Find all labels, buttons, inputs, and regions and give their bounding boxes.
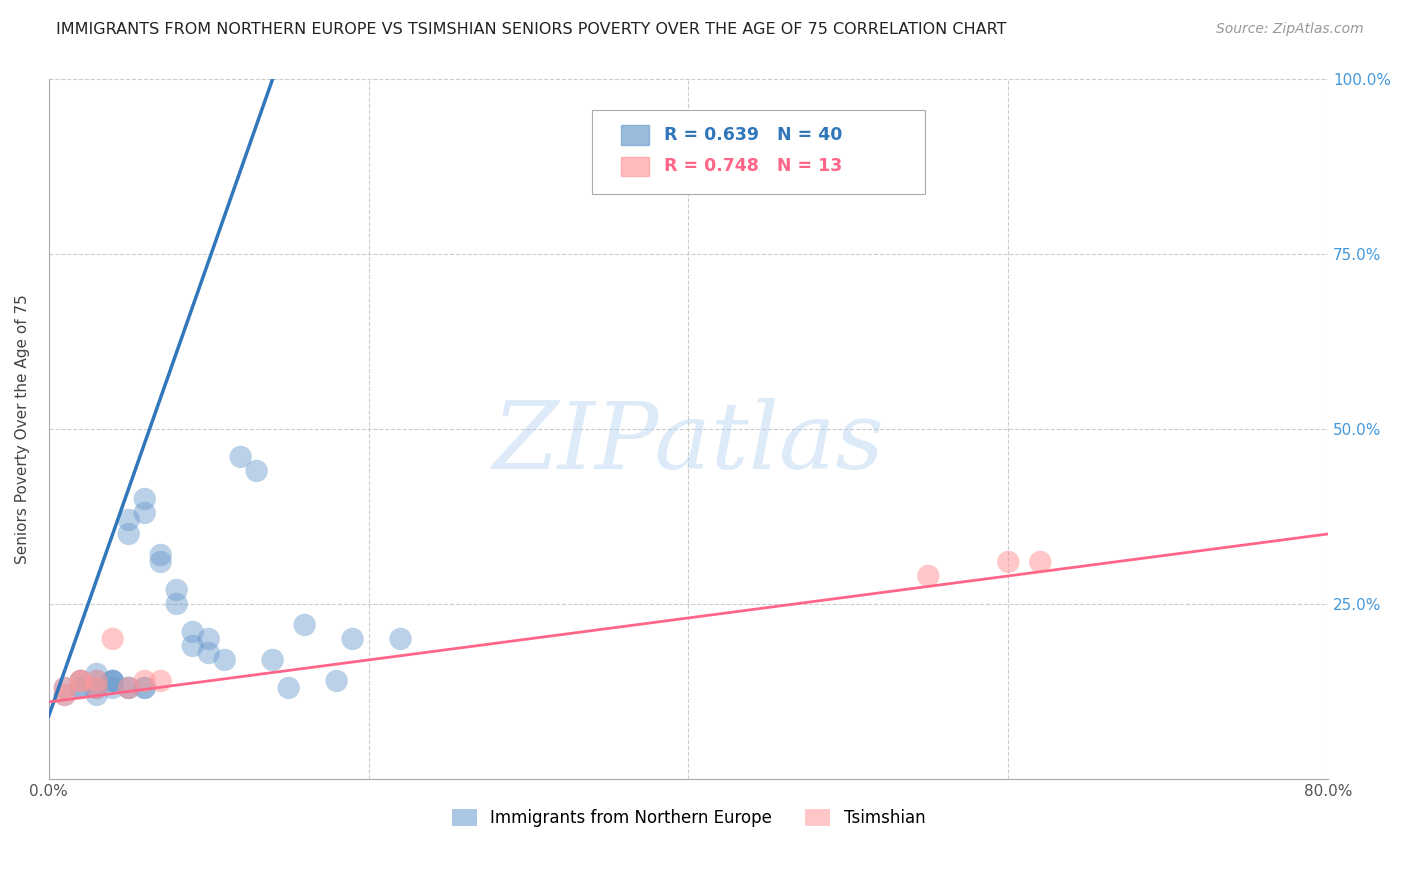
Point <box>294 618 316 632</box>
Point <box>149 555 172 569</box>
Point <box>917 569 939 583</box>
Point <box>69 673 91 688</box>
Text: Source: ZipAtlas.com: Source: ZipAtlas.com <box>1216 22 1364 37</box>
Point <box>246 464 269 478</box>
Point <box>86 673 108 688</box>
Point <box>134 506 156 520</box>
Point <box>118 513 141 527</box>
Point <box>149 673 172 688</box>
Point <box>389 632 412 646</box>
Legend: Immigrants from Northern Europe, Tsimshian: Immigrants from Northern Europe, Tsimshi… <box>446 802 932 834</box>
Point <box>69 681 91 695</box>
Point <box>197 646 219 660</box>
Point <box>86 673 108 688</box>
Point <box>86 681 108 695</box>
Point <box>149 548 172 562</box>
Point <box>325 673 347 688</box>
Point <box>118 681 141 695</box>
Text: ZIPatlas: ZIPatlas <box>492 398 884 488</box>
Point <box>101 673 124 688</box>
Point <box>118 527 141 541</box>
Point <box>101 632 124 646</box>
Point <box>229 450 252 464</box>
Point <box>197 632 219 646</box>
Point <box>134 673 156 688</box>
Point <box>69 673 91 688</box>
Point <box>262 653 284 667</box>
Point <box>101 681 124 695</box>
Text: R = 0.748   N = 13: R = 0.748 N = 13 <box>664 158 842 176</box>
Point <box>134 681 156 695</box>
Point <box>214 653 236 667</box>
Point <box>1029 555 1052 569</box>
Bar <box>620 125 648 145</box>
Text: R = 0.639   N = 40: R = 0.639 N = 40 <box>664 126 842 144</box>
Point <box>53 681 76 695</box>
Point <box>181 624 204 639</box>
Point <box>166 582 188 597</box>
Point <box>53 688 76 702</box>
Point <box>134 491 156 506</box>
Point <box>101 673 124 688</box>
Point <box>118 681 141 695</box>
Point <box>342 632 364 646</box>
Point <box>69 681 91 695</box>
Point <box>86 681 108 695</box>
Point <box>69 673 91 688</box>
Text: IMMIGRANTS FROM NORTHERN EUROPE VS TSIMSHIAN SENIORS POVERTY OVER THE AGE OF 75 : IMMIGRANTS FROM NORTHERN EUROPE VS TSIMS… <box>56 22 1007 37</box>
FancyBboxPatch shape <box>592 111 925 194</box>
Point <box>181 639 204 653</box>
Point <box>101 673 124 688</box>
Point <box>997 555 1019 569</box>
Point <box>277 681 299 695</box>
Point <box>134 681 156 695</box>
Bar <box>620 157 648 177</box>
Point <box>69 673 91 688</box>
Point <box>86 688 108 702</box>
Point <box>166 597 188 611</box>
Point <box>86 667 108 681</box>
Point <box>86 681 108 695</box>
Point <box>53 688 76 702</box>
Point <box>53 681 76 695</box>
Point <box>118 681 141 695</box>
Y-axis label: Seniors Poverty Over the Age of 75: Seniors Poverty Over the Age of 75 <box>15 294 30 564</box>
